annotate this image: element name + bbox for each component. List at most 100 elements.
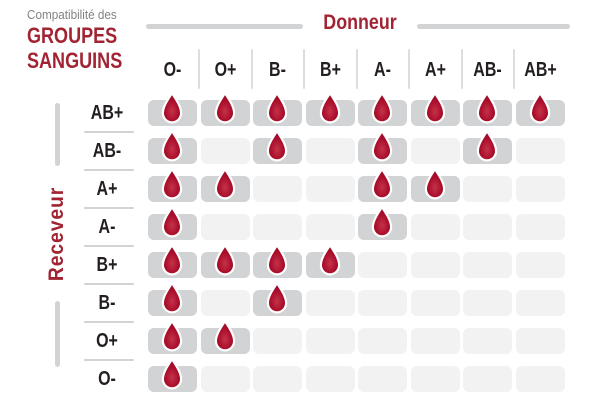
grid-cell [148,206,197,240]
donor-axis-rule-right [417,24,570,29]
grid-cell [358,168,407,202]
grid-cell [253,92,302,126]
blood-drop-icon [424,168,445,200]
col-header-a+: A+ [424,59,446,81]
grid-cell [410,214,460,240]
blood-drop-icon [266,130,288,162]
grid-cell [463,176,512,202]
blood-drop-icon [214,320,235,352]
receiver-axis-rule-top [55,103,60,166]
grid-cell [305,92,355,126]
blood-drop-icon [214,92,235,124]
row-divider [84,245,134,247]
blood-drop-icon [476,92,498,124]
title-line-2: SANGUINS [27,48,123,73]
grid-cell [463,130,512,164]
title-block: Compatibilité des GROUPES SANGUINS [27,7,143,72]
title-eyebrow: Compatibilité des [27,7,117,22]
grid-cell [410,290,460,316]
col-header-divider [303,49,305,89]
col-header-ab-: AB- [473,59,502,81]
grid-cell [305,366,355,392]
blood-drop-icon [266,282,288,314]
col-header-divider [408,49,410,89]
grid-cell [305,244,355,278]
grid-cell [463,92,512,126]
grid-cell [410,328,460,354]
blood-drop-icon [319,244,340,276]
grid-cell [463,214,512,240]
blood-drop-icon [214,168,235,200]
row-divider [84,359,134,361]
grid-cell [305,176,355,202]
grid-cell [253,130,302,164]
row-divider [84,131,134,133]
blood-drop-icon [319,92,340,124]
grid-cell [358,290,407,316]
grid-cell [358,252,407,278]
grid-cell [305,214,355,240]
blood-drop-icon [266,92,288,124]
row-label-a-: A- [98,216,116,238]
blood-drop-icon [214,244,235,276]
row-divider [84,283,134,285]
row-label-b+: B+ [96,254,118,276]
blood-drop-icon [161,92,183,124]
grid-cell [463,328,512,354]
grid-cell [358,92,407,126]
grid-cell [200,320,250,354]
receiver-axis-label: Receveur [45,186,68,282]
grid-cell [148,92,197,126]
grid-cell [410,92,460,126]
receiver-axis-rule-bottom [55,301,60,367]
grid-cell [515,252,565,278]
blood-drop-icon [161,320,183,352]
row-divider [84,321,134,323]
blood-drop-icon [161,168,183,200]
grid-cell [200,138,250,164]
grid-cell [253,328,302,354]
col-header-divider [250,49,253,89]
blood-drop-icon [266,244,288,276]
grid-cell [515,214,565,240]
donor-axis-label: Donneur [323,11,397,34]
col-header-ab+: AB+ [523,59,557,81]
row-label-o-: O- [98,368,116,390]
row-label-o+: O+ [96,330,118,352]
grid-cell [410,252,460,278]
grid-cell [305,290,355,316]
grid-cell [410,366,460,392]
col-header-divider [355,49,358,89]
blood-drop-icon [476,130,498,162]
grid-cell [463,290,512,316]
row-label-ab+: AB+ [90,102,124,124]
blood-drop-icon [371,206,393,238]
grid-cell [463,252,512,278]
grid-cell [515,290,565,316]
blood-drop-icon [161,282,183,314]
blood-drop-icon [424,92,445,124]
row-label-ab-: AB- [92,140,122,162]
blood-drop-icon [161,206,183,238]
grid-cell [148,358,197,392]
grid-cell [463,366,512,392]
grid-cell [358,206,407,240]
grid-cell [515,176,565,202]
row-divider [84,207,134,209]
grid-cell [200,168,250,202]
grid-cell [305,328,355,354]
grid-cell [410,168,460,202]
title-line-1: GROUPES [27,23,118,48]
col-header-divider [460,49,463,89]
col-header-o-: O- [163,59,182,81]
donor-axis-rule-left [146,24,303,29]
blood-drop-icon [161,244,183,276]
col-header-divider [513,49,515,89]
grid-cell [253,214,302,240]
blood-drop-icon [161,358,183,390]
col-header-divider [198,49,200,89]
grid-cell [200,92,250,126]
grid-cell [253,366,302,392]
row-label-b-: B- [98,292,116,314]
